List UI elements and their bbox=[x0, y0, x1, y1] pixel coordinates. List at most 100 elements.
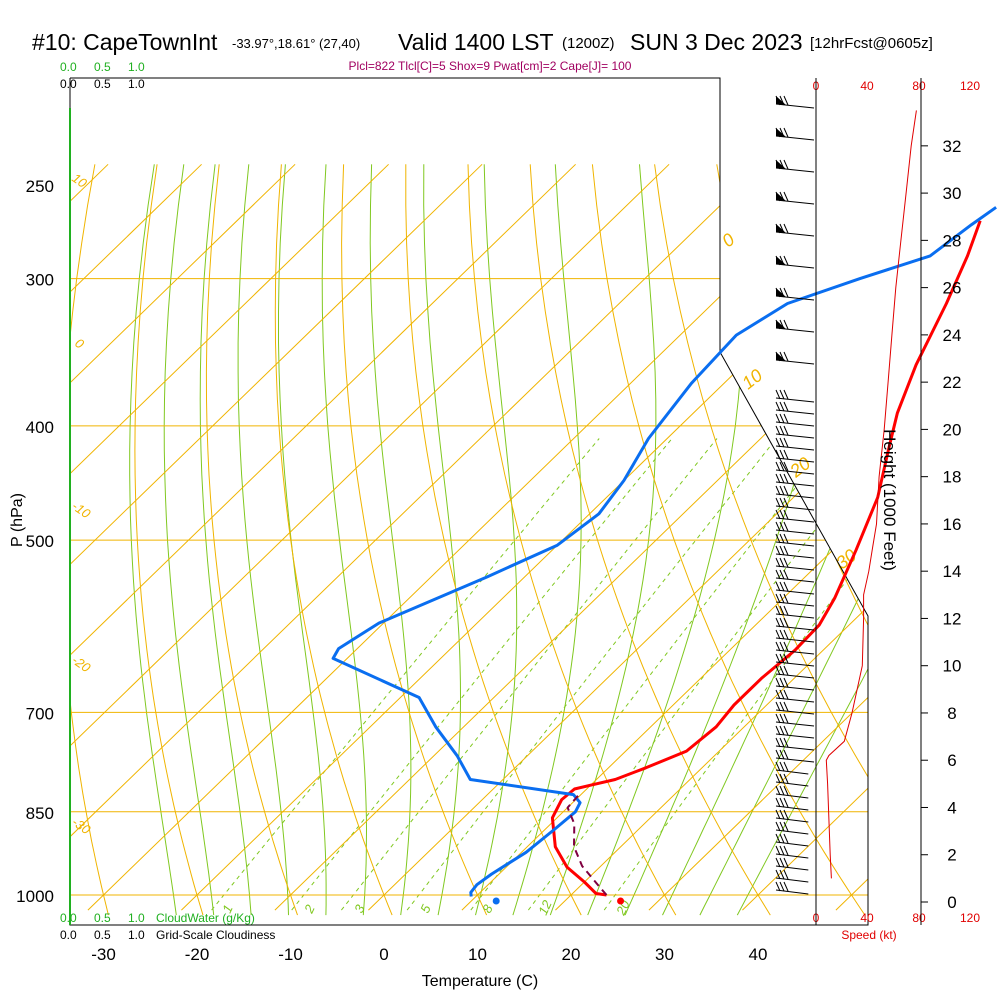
mixing-ratio-label: 5 bbox=[417, 902, 434, 916]
wind-barb bbox=[775, 725, 815, 739]
wind-speed-axis-label: Speed (kt) bbox=[841, 928, 896, 942]
station-coords: -33.97°,18.61° (27,40) bbox=[232, 36, 360, 51]
height-tick-label: 16 bbox=[943, 515, 962, 534]
moist-adiabat-line bbox=[237, 164, 289, 916]
wind-barb bbox=[775, 223, 815, 237]
isotherm-label: 10 bbox=[738, 365, 766, 393]
wind-speed-tick: 120 bbox=[960, 79, 980, 93]
dry-adiabat-line bbox=[966, 164, 1000, 915]
temperature-tick-label: 10 bbox=[468, 945, 487, 964]
pressure-axis: 250 300 400 500 700 850 1000 bbox=[16, 177, 54, 906]
wind-barb bbox=[775, 629, 815, 643]
isotherm-line bbox=[929, 164, 1000, 910]
pressure-tick-label: 400 bbox=[26, 418, 54, 437]
sounding-indices: Plcl=822 Tlcl[C]=5 Shox=9 Pwat[cm]=2 Cap… bbox=[349, 59, 632, 73]
isotherm-line bbox=[368, 163, 868, 911]
cloudwater-tick: 0.5 bbox=[94, 911, 111, 925]
isotherm-label: 0 bbox=[718, 229, 738, 251]
wind-barb bbox=[775, 821, 809, 835]
wind-barb bbox=[775, 473, 815, 487]
wind-barb bbox=[775, 605, 815, 619]
wind-barb bbox=[775, 159, 815, 173]
dry-adiabat-labels: 10 0 -10 -20 -30 bbox=[69, 170, 94, 838]
wind-barb bbox=[775, 869, 809, 883]
height-tick-label: 4 bbox=[947, 798, 956, 817]
wind-barb bbox=[775, 773, 809, 787]
temperature-tick-label: -20 bbox=[185, 945, 210, 964]
isotherm-label: 20 bbox=[785, 453, 814, 482]
moist-adiabat-line bbox=[662, 164, 868, 916]
pressure-tick-label: 500 bbox=[26, 532, 54, 551]
pressure-tick-label: 850 bbox=[26, 804, 54, 823]
height-tick-label: 22 bbox=[943, 373, 962, 392]
cloudwater-tick: 0.5 bbox=[94, 60, 111, 74]
dewpoint-profile bbox=[331, 206, 997, 897]
wind-speed-scale-top: 0 40 80 120 bbox=[813, 79, 981, 93]
temperature-axis-label: Temperature (C) bbox=[422, 973, 538, 990]
cloudwater-tick: 1.0 bbox=[128, 60, 145, 74]
isotherm-line bbox=[274, 163, 868, 911]
temperature-tick-label: -30 bbox=[91, 945, 116, 964]
cloudwater-scale-top: 0.0 0.5 1.0 0.0 0.5 1.0 bbox=[60, 60, 145, 91]
background-grid bbox=[70, 163, 1000, 916]
wind-barb bbox=[775, 533, 815, 547]
isotherm-line bbox=[70, 163, 670, 911]
wind-barb bbox=[775, 497, 815, 511]
moist-adiabat-line bbox=[475, 164, 518, 916]
wind-speed-tick: 120 bbox=[960, 911, 980, 925]
wind-barb bbox=[775, 581, 815, 595]
isotherm-line bbox=[70, 163, 202, 911]
isotherm-line bbox=[70, 163, 483, 911]
cloudwater-tick: 0.0 bbox=[60, 60, 77, 74]
temperature-tick-label: 20 bbox=[562, 945, 581, 964]
isotherm-line bbox=[87, 163, 857, 911]
moist-adiabat-line bbox=[423, 164, 462, 916]
moist-adiabat-line bbox=[321, 164, 368, 916]
moist-adiabat-line bbox=[587, 164, 745, 916]
isotherm-line bbox=[648, 163, 868, 911]
dry-adiabat-line bbox=[205, 164, 298, 916]
moist-adiabat-line bbox=[736, 164, 868, 916]
surface-dewpoint-marker bbox=[492, 897, 500, 905]
dry-adiabat-line bbox=[405, 164, 582, 916]
pressure-tick-label: 300 bbox=[26, 271, 54, 290]
wind-barb bbox=[775, 557, 815, 571]
cloudwater-scale-bottom: 0.0 0.5 1.0 CloudWater (g/Kg) 0.0 0.5 1.… bbox=[60, 911, 275, 942]
isotherm-line bbox=[461, 163, 868, 911]
pressure-tick-label: 700 bbox=[26, 704, 54, 723]
isotherm-line bbox=[555, 163, 868, 911]
wind-barb bbox=[775, 437, 815, 451]
wind-barb bbox=[775, 749, 815, 763]
wind-barb bbox=[775, 857, 809, 871]
height-tick-label: 8 bbox=[947, 704, 956, 723]
moist-adiabat-line bbox=[699, 164, 868, 916]
wind-barb bbox=[775, 191, 815, 205]
wind-barb bbox=[775, 641, 815, 655]
temperature-axis: -30 -20 -10 0 10 20 30 40 bbox=[91, 945, 767, 964]
wind-barb bbox=[775, 833, 809, 847]
wind-barb bbox=[775, 713, 815, 727]
wind-speed-profile bbox=[825, 110, 917, 879]
height-tick-label: 6 bbox=[947, 751, 956, 770]
surface-temperature-marker bbox=[617, 897, 625, 905]
wind-barb bbox=[775, 413, 815, 427]
wind-barb bbox=[775, 701, 815, 715]
moist-adiabat-line bbox=[278, 164, 327, 916]
height-tick-label: 18 bbox=[943, 468, 962, 487]
wind-barb bbox=[775, 287, 815, 301]
moist-adiabat-line bbox=[129, 164, 177, 916]
pressure-axis-label: P (hPa) bbox=[9, 493, 26, 547]
wind-barb bbox=[775, 461, 815, 475]
cloudwater-tick: 0.0 bbox=[60, 911, 77, 925]
wind-barb bbox=[775, 761, 809, 775]
forecast-date: SUN 3 Dec 2023 bbox=[630, 29, 803, 55]
wind-barb bbox=[775, 319, 815, 333]
dry-adiabat-label: -20 bbox=[69, 652, 94, 676]
height-tick-label: 30 bbox=[943, 184, 962, 203]
dry-adiabat-label: 0 bbox=[72, 335, 87, 352]
wind-barb bbox=[775, 95, 815, 109]
wind-speed-tick: 80 bbox=[912, 79, 926, 93]
cloudiness-tick: 1.0 bbox=[128, 77, 145, 91]
